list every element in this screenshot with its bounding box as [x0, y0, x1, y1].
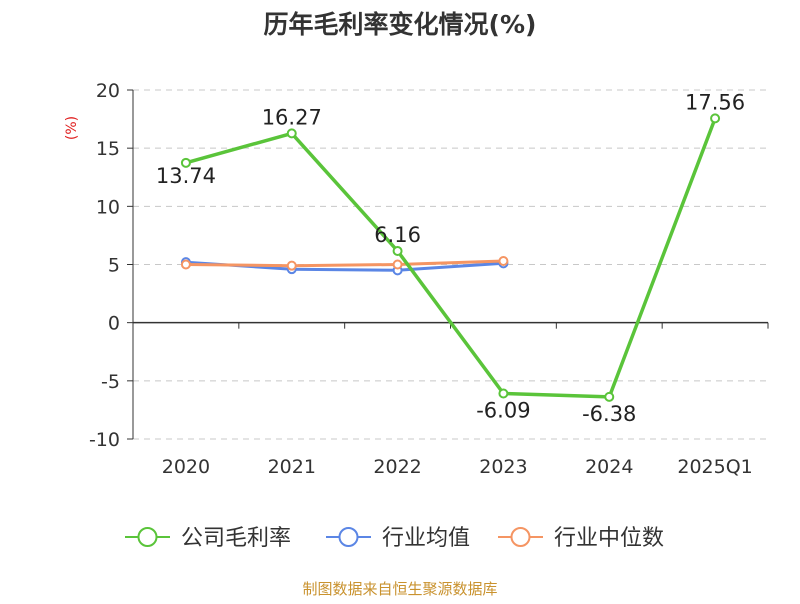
data-labels: 13.74 16.27 6.16 -6.09 -6.38 17.56	[156, 90, 745, 426]
y-tick-label: -5	[101, 371, 120, 393]
y-tick-label: 20	[96, 80, 120, 102]
x-tick-label: 2024	[585, 456, 633, 478]
data-label: -6.38	[582, 402, 636, 426]
y-axis-label: (%)	[64, 116, 80, 140]
data-label: 13.74	[156, 164, 216, 188]
series-line	[185, 259, 504, 268]
data-label: -6.09	[476, 399, 530, 423]
data-point	[180, 157, 191, 168]
data-point	[498, 256, 509, 267]
grid-lines	[133, 89, 768, 440]
data-point	[286, 128, 297, 139]
y-tick-label: 5	[108, 255, 120, 277]
legend-item[interactable]: 公司毛利率	[125, 526, 291, 551]
x-tick-label: 2025Q1	[677, 456, 752, 478]
legend[interactable]: 公司毛利率 行业均值 行业中位数	[125, 526, 664, 551]
x-tick-label: 2022	[373, 456, 421, 478]
data-point	[710, 113, 721, 124]
data-point	[498, 388, 509, 399]
legend-label: 行业均值	[382, 526, 470, 551]
y-tick-label: 0	[108, 313, 120, 335]
chart-title: 历年毛利率变化情况(%)	[264, 10, 537, 39]
axes: 20 15 10 5 0 -5 -10 2020 2021 2022 2023 2024 2025Q1	[89, 80, 769, 478]
x-tick-label: 2020	[162, 456, 210, 478]
x-tick-label: 2023	[479, 456, 527, 478]
y-tick-label: 10	[96, 196, 120, 218]
y-tick-label: 15	[96, 138, 120, 160]
y-tick-label: -10	[89, 429, 120, 451]
legend-marker	[338, 527, 359, 547]
legend-marker	[510, 527, 531, 547]
data-label: 16.27	[262, 105, 322, 129]
data-label: 17.56	[685, 90, 745, 114]
data-point	[604, 391, 615, 402]
data-point	[392, 246, 403, 257]
data-point	[180, 259, 191, 270]
legend-item[interactable]: 行业均值	[326, 526, 470, 551]
legend-label: 行业中位数	[554, 526, 664, 551]
data-label: 6.16	[374, 223, 421, 247]
data-point	[286, 260, 297, 271]
legend-label: 公司毛利率	[181, 526, 291, 551]
series-lines	[180, 113, 721, 402]
series-2	[180, 256, 509, 271]
data-point	[392, 259, 403, 270]
legend-marker	[137, 527, 158, 547]
legend-item[interactable]: 行业中位数	[498, 526, 664, 551]
source-note: 制图数据来自恒生聚源数据库	[302, 580, 497, 598]
series-line	[185, 117, 717, 399]
x-tick-label: 2021	[268, 456, 316, 478]
series-0	[180, 113, 721, 402]
